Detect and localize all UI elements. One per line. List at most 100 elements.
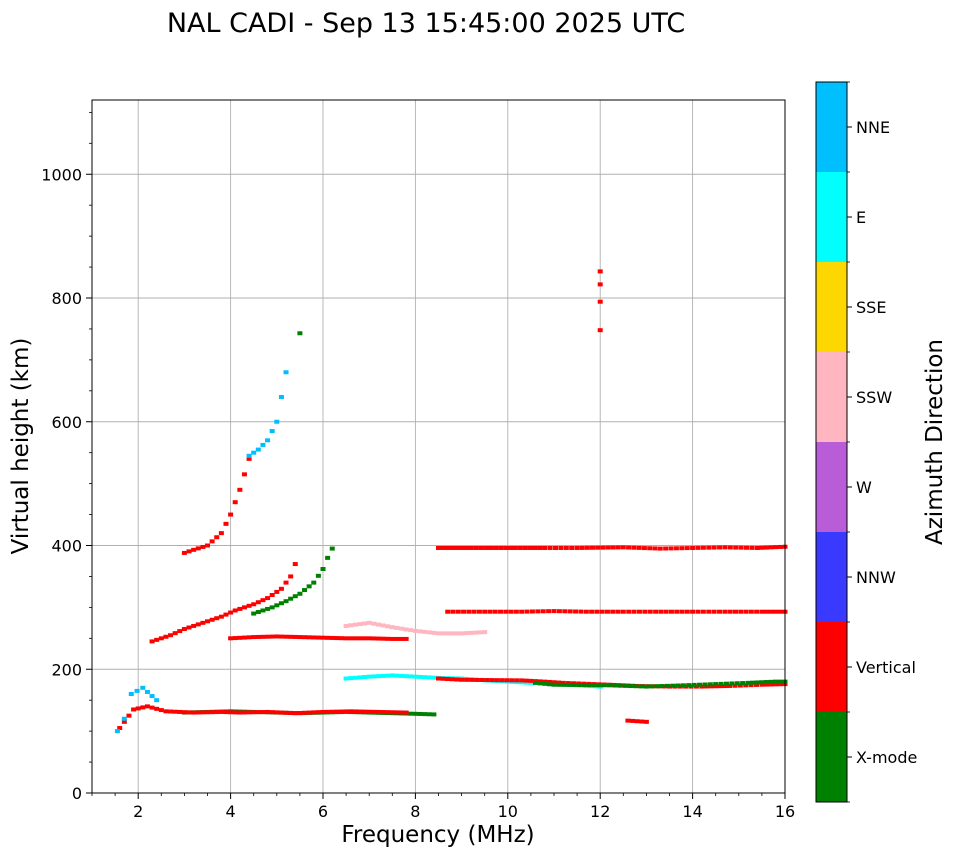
echo-point — [246, 456, 252, 461]
echo-point — [695, 545, 701, 550]
echo-point — [389, 673, 395, 678]
colorbar-segment — [816, 172, 847, 262]
echo-point — [117, 726, 123, 731]
echo-point — [329, 635, 335, 640]
echo-point — [498, 609, 504, 614]
echo-point — [727, 545, 733, 550]
echo-point — [149, 694, 155, 699]
echo-point — [499, 678, 505, 683]
x-axis: 2 4 6 8 10 12 14 16 — [91, 793, 795, 821]
echo-point — [579, 545, 585, 550]
echo-point — [631, 609, 637, 614]
echo-point — [325, 555, 331, 560]
colorbar-segment — [816, 262, 847, 352]
echo-point — [744, 545, 749, 550]
echo-point — [636, 545, 642, 550]
echo-point — [768, 609, 774, 614]
echo-point — [114, 729, 120, 734]
echo-point — [426, 712, 432, 717]
echo-point — [311, 635, 317, 640]
x-tick-label: 16 — [775, 802, 795, 821]
echo-point — [493, 545, 499, 550]
echo-point — [260, 442, 266, 447]
echo-point — [399, 626, 405, 631]
echo-point — [320, 567, 326, 572]
grid-lines — [92, 100, 785, 793]
echo-point — [764, 682, 770, 687]
echo-point — [426, 675, 432, 680]
echo-point — [748, 609, 754, 614]
echo-point — [255, 710, 261, 715]
echo-point — [394, 710, 400, 715]
echo-point — [663, 546, 669, 551]
echo-point — [634, 719, 640, 724]
echo-point — [436, 676, 441, 681]
echo-point — [232, 500, 238, 505]
echo-point — [186, 710, 192, 715]
echo-point — [492, 609, 498, 614]
trace — [246, 370, 289, 458]
x-tick-label: 4 — [226, 802, 236, 821]
echo-point — [722, 609, 728, 614]
echo-point — [597, 299, 603, 304]
echo-point — [529, 609, 535, 614]
echo-point — [727, 609, 733, 614]
echo-point — [679, 546, 685, 551]
echo-point — [191, 547, 197, 552]
echo-point — [241, 472, 247, 477]
echo-point — [513, 609, 519, 614]
echo-point — [274, 603, 280, 608]
echo-point — [509, 678, 515, 683]
echo-point — [707, 682, 713, 687]
echo-point — [636, 609, 642, 614]
echo-point — [563, 545, 569, 550]
echo-point — [727, 683, 733, 688]
echo-point — [422, 629, 428, 634]
echo-point — [246, 453, 252, 458]
x-tick-label: 12 — [590, 802, 610, 821]
echo-point — [260, 634, 266, 639]
echo-point — [706, 609, 712, 614]
data-marks — [114, 269, 788, 734]
echo-point — [292, 634, 298, 639]
echo-point — [630, 718, 636, 723]
echo-point — [403, 674, 409, 679]
echo-point — [172, 631, 178, 636]
echo-point — [357, 675, 363, 680]
echo-point — [292, 711, 298, 716]
echo-point — [338, 636, 344, 641]
echo-point — [394, 636, 400, 641]
echo-point — [445, 631, 451, 636]
echo-point — [172, 709, 178, 714]
echo-point — [269, 710, 275, 715]
echo-point — [740, 681, 746, 686]
colorbar-segment — [816, 532, 847, 622]
echo-point — [527, 545, 533, 550]
echo-point — [610, 609, 616, 614]
echo-point — [610, 545, 616, 550]
echo-point — [241, 635, 247, 640]
echo-point — [154, 637, 160, 642]
chart-title: NAL CADI - Sep 13 15:45:00 2025 UTC — [167, 8, 685, 39]
echo-point — [764, 680, 770, 685]
echo-point — [329, 709, 335, 714]
echo-point — [306, 635, 312, 640]
echo-point — [348, 636, 354, 641]
echo-point — [773, 545, 779, 550]
echo-point — [748, 683, 754, 688]
echo-point — [265, 438, 271, 443]
echo-point — [625, 718, 631, 723]
echo-point — [615, 609, 621, 614]
echo-point — [626, 545, 632, 550]
echo-point — [478, 545, 484, 550]
echo-point — [590, 545, 595, 550]
echo-point — [205, 710, 210, 715]
echo-point — [449, 545, 455, 550]
echo-point — [126, 713, 132, 718]
echo-point — [232, 608, 238, 613]
echo-point — [737, 683, 743, 688]
echo-point — [191, 623, 197, 628]
echo-point — [343, 676, 349, 681]
x-axis-label: Frequency (MHz) — [341, 822, 534, 848]
echo-point — [181, 550, 187, 555]
